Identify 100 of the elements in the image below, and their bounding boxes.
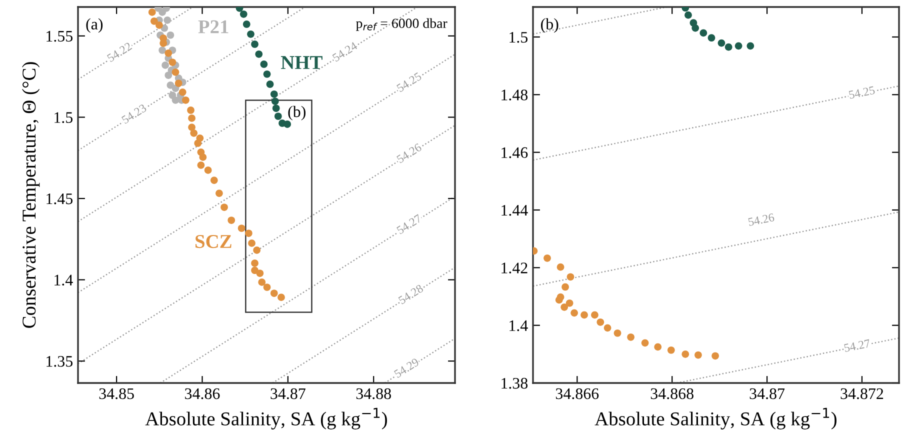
- annotation: 54.22: [106, 42, 132, 62]
- point: [284, 120, 291, 128]
- x-tick-label: 34.87: [270, 388, 306, 400]
- point: [242, 20, 250, 28]
- x-tick-label: 34.868: [650, 388, 694, 400]
- point: [708, 34, 716, 42]
- point: [562, 283, 569, 291]
- series-label: SCZ: [196, 235, 232, 248]
- point: [654, 343, 662, 351]
- point: [263, 70, 271, 78]
- point: [160, 40, 168, 47]
- annotation: 54.24: [332, 41, 358, 62]
- annotation: 54.26: [748, 213, 775, 226]
- point: [684, 11, 692, 19]
- point: [238, 224, 246, 232]
- annotation: 54.27: [396, 214, 422, 234]
- point: [190, 129, 198, 137]
- annotation: p$_{ref}$ = 6000 dbar: [356, 18, 448, 31]
- point: [240, 10, 248, 18]
- x-tick-label: 34.87: [750, 388, 785, 400]
- x-tick-label: 34.86: [185, 388, 220, 400]
- point: [220, 204, 228, 211]
- point: [746, 42, 754, 50]
- point: [272, 104, 280, 112]
- point: [718, 39, 726, 47]
- point: [682, 350, 690, 358]
- y-tick-label: 1.42: [502, 262, 528, 274]
- point: [263, 284, 271, 291]
- point: [253, 246, 260, 254]
- x-tick-label: 34.872: [840, 388, 884, 400]
- point: [197, 161, 205, 169]
- point: [251, 260, 258, 267]
- point: [188, 124, 196, 131]
- point: [216, 190, 223, 197]
- point: [560, 303, 568, 311]
- y-tick-label: 1.46: [502, 147, 528, 158]
- x-tick-label: 34.866: [556, 388, 599, 400]
- point: [150, 17, 158, 25]
- point: [591, 311, 598, 319]
- point: [164, 49, 172, 57]
- y-tick-label: 1.35: [46, 356, 73, 367]
- annotation: 54.26: [396, 143, 422, 164]
- point: [270, 90, 278, 98]
- y-tick-label: 1.44: [502, 204, 528, 216]
- y-tick-label: 1.48: [502, 90, 528, 100]
- point: [266, 80, 274, 88]
- point: [667, 346, 675, 354]
- point: [278, 294, 285, 302]
- point: [210, 176, 218, 184]
- point: [178, 88, 186, 96]
- point: [182, 96, 190, 104]
- point: [228, 216, 236, 224]
- point: [156, 22, 163, 29]
- point: [596, 318, 604, 326]
- point: [566, 273, 574, 281]
- point: [247, 30, 254, 38]
- series-label: P21: [198, 20, 228, 34]
- x-axis-title: Absolute Salinity, SA (g kg$^{−1}$): [594, 408, 836, 430]
- point: [694, 351, 702, 359]
- x-tick-label: 34.88: [356, 388, 391, 400]
- point: [162, 62, 169, 69]
- point: [188, 114, 196, 122]
- point: [172, 96, 180, 104]
- annotation: 54.25: [848, 86, 876, 99]
- point: [556, 263, 564, 271]
- point: [260, 60, 268, 68]
- point: [724, 43, 732, 51]
- point: [712, 352, 719, 360]
- point: [700, 29, 708, 37]
- point: [158, 46, 166, 54]
- point: [255, 50, 263, 58]
- point: [158, 8, 166, 16]
- point: [692, 24, 700, 32]
- annotation: 54.28: [398, 284, 424, 304]
- point: [172, 68, 180, 76]
- y-axis-title: Conservative Temperature, Θ (°C): [22, 62, 40, 328]
- x-axis-title: Absolute Salinity, SA (g kg$^{−1}$): [145, 408, 387, 430]
- y-tick-label: 1.45: [46, 193, 73, 204]
- point: [641, 339, 649, 347]
- point: [555, 296, 563, 304]
- point: [580, 311, 588, 319]
- point: [148, 8, 156, 16]
- point: [256, 270, 264, 277]
- point: [271, 98, 279, 105]
- point: [734, 42, 742, 50]
- point: [570, 309, 578, 317]
- y-tick-label: 1.5: [54, 112, 73, 123]
- point: [251, 40, 258, 48]
- point: [270, 290, 278, 297]
- point: [199, 154, 207, 161]
- point: [274, 112, 282, 120]
- point: [204, 166, 212, 174]
- point: [248, 240, 256, 247]
- annotation: 54.23: [121, 104, 147, 124]
- y-tick-label: 1.4: [510, 320, 528, 332]
- point: [604, 324, 612, 332]
- point: [168, 58, 176, 66]
- y-tick-label: 1.38: [502, 378, 528, 389]
- point: [174, 80, 182, 87]
- point: [627, 333, 634, 341]
